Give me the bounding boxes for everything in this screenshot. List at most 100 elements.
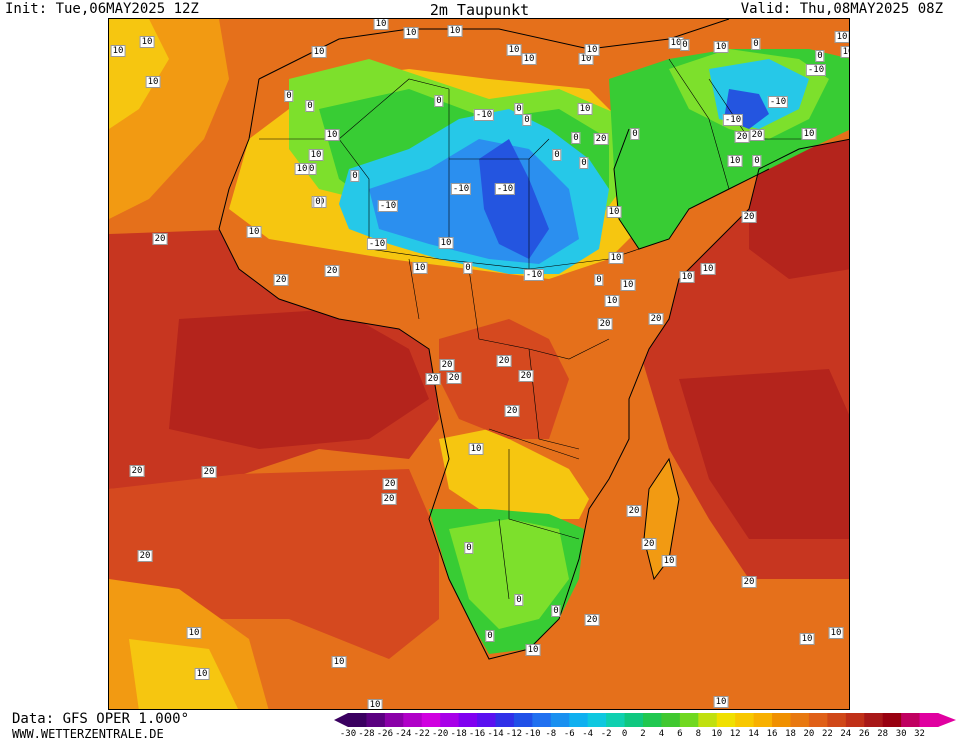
contour-label: -10 [473,109,495,121]
colorbar-swatch [772,713,791,727]
colorbar-tick-label: -12 [505,729,523,739]
colorbar-tick-label: 22 [821,729,833,739]
contour-label: 10 [604,295,620,307]
website-label: WWW.WETTERZENTRALE.DE [12,727,164,741]
colorbar-swatch [716,713,736,727]
contour-label: 10 [186,627,202,639]
contour-label: 10 [834,31,849,43]
contour-label: 10 [438,237,454,249]
contour-label: 10 [367,699,383,710]
contour-label: 10 [308,149,324,161]
contour-label: 0 [630,128,640,140]
contour-label: 20 [584,614,600,626]
contour-label: 20 [324,265,340,277]
contour-label: 0 [434,95,444,107]
contour-label: 0 [551,605,561,617]
contour-label: 10 [801,128,817,140]
dewpoint-field [109,19,849,709]
arabian-sea-hot-region [749,139,849,279]
contour-label: 0 [284,90,294,102]
colorbar-swatch [882,713,902,727]
colorbar-swatch [679,713,699,727]
colorbar-tick-label: -26 [376,729,394,739]
contour-label: 0 [305,100,315,112]
contour-label: 0 [464,542,474,554]
colorbar-swatch [753,713,773,727]
colorbar-swatch [735,713,755,727]
colorbar-swatch [790,713,810,727]
contour-label: 10 [506,44,522,56]
southern-indian-ocean [589,579,849,709]
contour-label: 10 [713,41,729,53]
contour-label: -10 [450,183,472,195]
southern-africa-lightgreen [449,519,569,629]
contour-label: 20 [597,318,613,330]
colorbar-swatch [421,713,441,727]
contour-label: 20 [626,505,642,517]
contour-label: 20 [648,313,664,325]
contour-label: 0 [751,38,761,50]
colorbar-tick-label: -4 [582,729,594,739]
contour-label: 10 [661,555,677,567]
contour-label: 20 [273,274,289,286]
contour-label: 20 [741,211,757,223]
contour-label: 20 [137,550,153,562]
contour-label: 20 [381,493,397,505]
colorbar-swatch [587,713,607,727]
colorbar-tick-label: 20 [803,729,815,739]
colorbar-tick-label: 10 [711,729,723,739]
contour-label: 10 [727,155,743,167]
colorbar-swatch [513,713,533,727]
colorbar-tick-label: 12 [729,729,741,739]
contour-label: 10 [620,279,636,291]
contour-label: 0 [522,114,532,126]
contour-label: 0 [571,132,581,144]
contour-label: 20 [439,359,455,371]
contour-label: 0 [463,262,473,274]
colorbar-swatch [550,713,570,727]
equatorial-atlantic-hot-region [169,309,429,449]
contour-label: 0 [552,149,562,161]
contour-label: 20 [496,355,512,367]
colorbar-swatch [532,713,552,727]
colorbar-tick-label: 30 [895,729,907,739]
colorbar-swatch [698,713,718,727]
contour-label: 10 [139,36,155,48]
contour-label: 0 [350,170,360,182]
colorbar-swatch [384,713,404,727]
contour-label: 20 [129,465,145,477]
colorbar-swatch [864,713,884,727]
contour-label: 10 [468,443,484,455]
contour-label: -10 [805,64,827,76]
colorbar-tick-label: 0 [621,729,628,739]
contour-label: -10 [494,183,516,195]
colorbar-swatch [845,713,865,727]
contour-label: -10 [377,200,399,212]
contour-label: 20 [382,478,398,490]
contour-label: 20 [734,131,750,143]
contour-label: 10 [311,46,327,58]
contour-label: 20 [518,370,534,382]
colorbar-tick-label: 32 [914,729,925,739]
map-title: 2m Taupunkt [429,1,530,19]
colorbar-swatch [901,713,921,727]
contour-label: 10 [828,627,844,639]
contour-label: 10 [521,53,537,65]
contour-label: -10 [366,238,388,250]
contour-label: 10 [246,226,262,238]
contour-label: -10 [523,269,545,281]
contour-label: -10 [767,96,789,108]
data-source-label: Data: GFS OPER 1.000° [12,711,190,727]
contour-label: 20 [425,373,441,385]
contour-label: 10 [584,44,600,56]
colorbar-tick-label: -24 [395,729,412,739]
colorbar-tick-label: 26 [858,729,870,739]
colorbar-tick-label: -22 [413,729,430,739]
colorbar-tick-label: 4 [658,729,665,739]
colorbar-tick-label: -18 [450,729,467,739]
contour-label: 10 [447,25,463,37]
contour-label: 10 [145,76,161,88]
colorbar-swatch [919,713,939,727]
contour-label: 20 [446,372,462,384]
contour-label: 10 [324,129,340,141]
